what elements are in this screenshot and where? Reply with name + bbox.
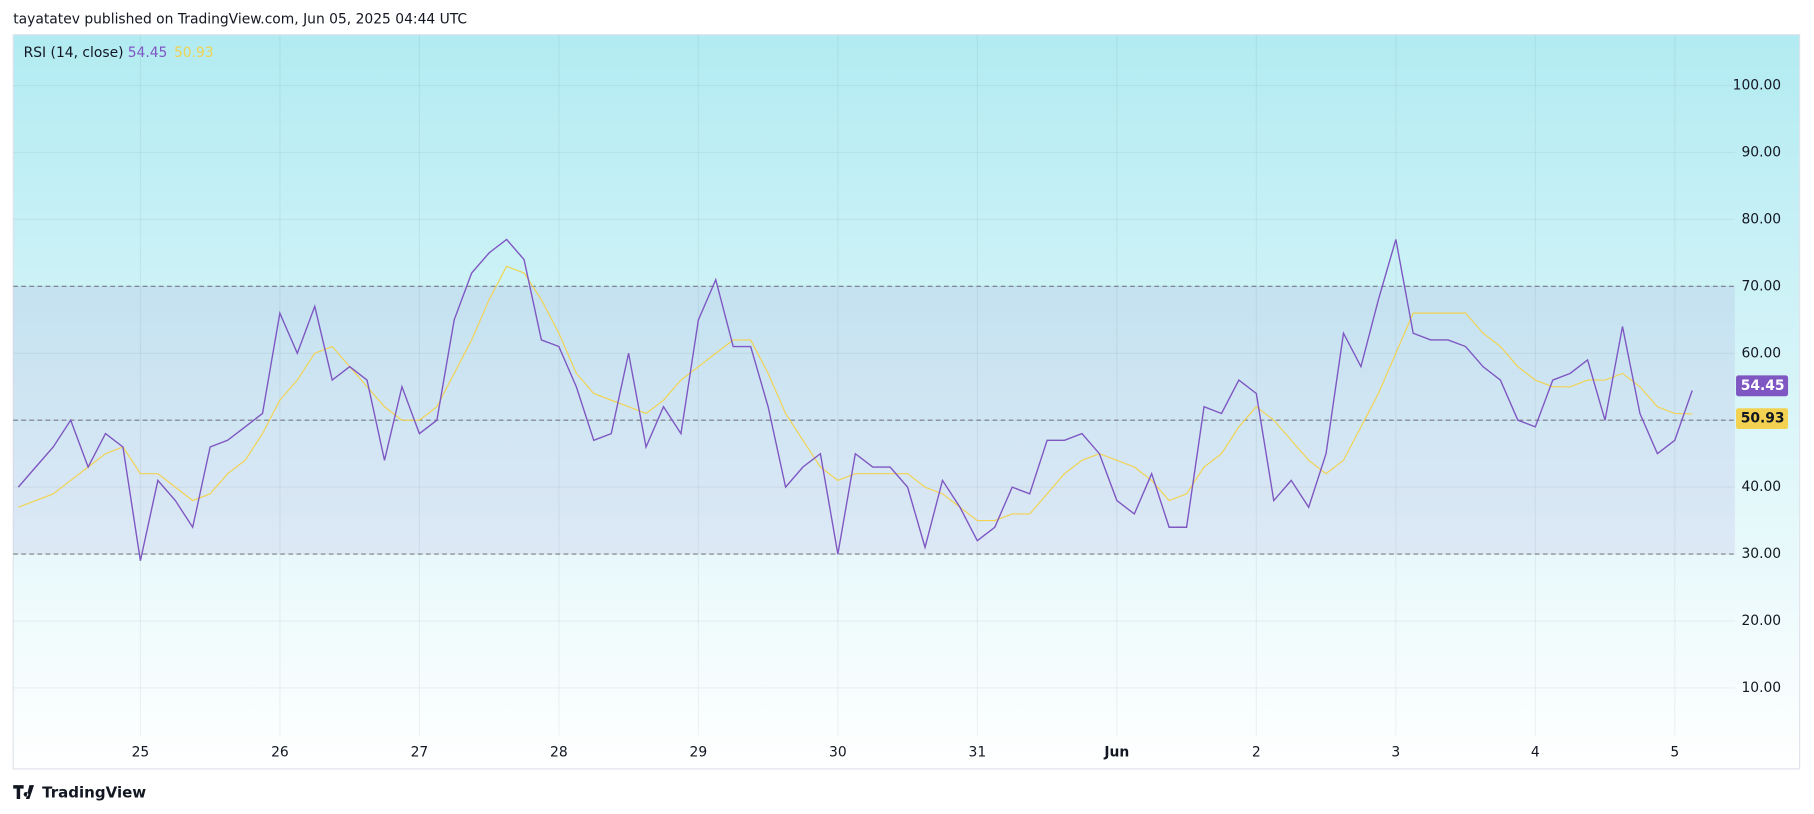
series-line <box>18 265 1693 522</box>
footer: TradingView <box>42 784 146 802</box>
x-tick-label: 30 <box>829 745 847 761</box>
x-tick-label: 27 <box>411 745 429 761</box>
y-tick-label: 90.00 <box>1741 144 1781 160</box>
price-badge: 50.93 <box>1736 408 1789 430</box>
y-tick-label: 40.00 <box>1741 479 1781 495</box>
x-tick-label: 26 <box>271 745 289 761</box>
logo <box>13 785 35 799</box>
header: tayatatev published on TradingView.com, … <box>13 12 467 28</box>
legend-name: RSI (14, close) <box>24 45 124 61</box>
x-tick-label: 4 <box>1531 745 1540 761</box>
x-tick-label: 28 <box>550 745 568 761</box>
legend-value: 54.45 <box>128 45 168 61</box>
badge-box <box>1736 408 1789 430</box>
legend-value: 50.93 <box>174 45 214 61</box>
x-tick-label: 25 <box>132 745 150 761</box>
pane <box>12 34 1801 770</box>
y-tick-label: 80.00 <box>1741 211 1781 227</box>
y-tick-label: 60.00 <box>1741 345 1781 361</box>
y-tick-label: 20.00 <box>1741 613 1781 629</box>
layers: 10.0020.0030.0040.0050.0060.0070.0080.00… <box>13 34 1789 761</box>
y-tick-label: 70.00 <box>1741 278 1781 294</box>
badge-box <box>1736 375 1789 397</box>
series-line <box>17 238 1693 561</box>
x-tick-label: 5 <box>1670 745 1679 761</box>
x-tick-label: 2 <box>1252 745 1261 761</box>
x-tick-label: Jun <box>1103 745 1129 761</box>
price-badge: 54.45 <box>1736 375 1789 397</box>
y-tick-label: 100.00 <box>1733 78 1782 94</box>
y-tick-label: 10.00 <box>1741 680 1781 696</box>
x-tick-label: 3 <box>1391 745 1400 761</box>
x-tick-label: 29 <box>690 745 708 761</box>
y-tick-label: 30.00 <box>1741 546 1781 562</box>
badge-label: 54.45 <box>1741 378 1785 394</box>
x-tick-label: 31 <box>969 745 987 761</box>
badge-label: 50.93 <box>1741 411 1785 427</box>
